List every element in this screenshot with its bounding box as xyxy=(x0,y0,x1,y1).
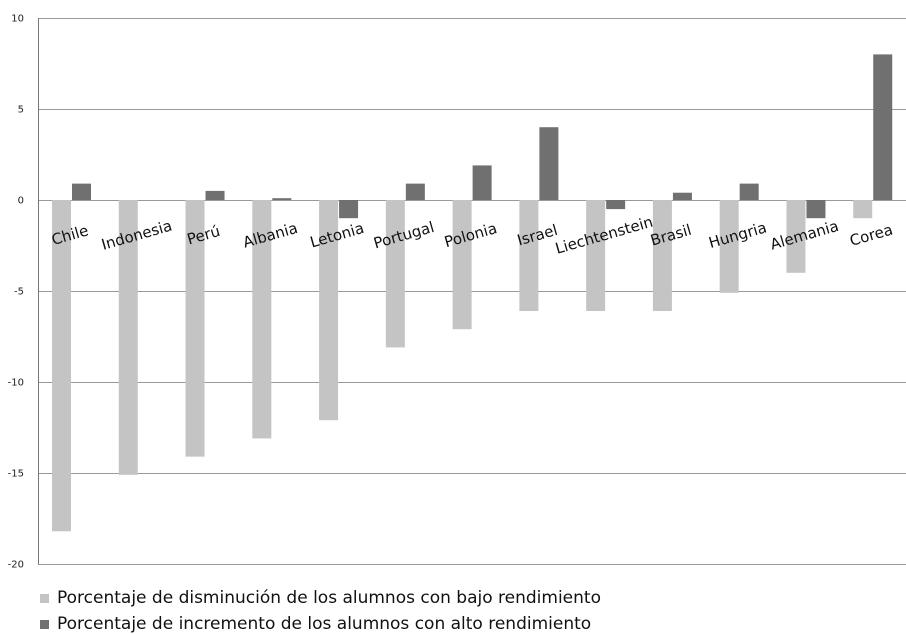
legend-label-low: Porcentaje de disminución de los alumnos… xyxy=(57,588,601,608)
bar-high-7 xyxy=(539,127,559,200)
bars xyxy=(52,54,893,532)
y-tick-label: 0 xyxy=(18,196,24,207)
bar-low-6 xyxy=(452,200,472,330)
bar-low-2 xyxy=(185,200,205,457)
legend-item-low-performance: Porcentaje de disminución de los alumnos… xyxy=(40,588,601,608)
y-tick-label: -20 xyxy=(8,560,24,571)
bar-low-8 xyxy=(586,200,606,312)
bar-low-0 xyxy=(52,200,71,532)
bar-high-4 xyxy=(339,200,359,219)
bar-high-11 xyxy=(806,200,826,219)
category-label: Corea xyxy=(848,220,895,249)
bar-high-12 xyxy=(873,54,893,201)
bar-high-10 xyxy=(739,183,759,200)
bar-low-11 xyxy=(786,200,806,273)
bar-low-7 xyxy=(519,200,539,312)
legend-swatch-high xyxy=(40,619,49,629)
bar-low-3 xyxy=(252,200,272,439)
bar-low-12 xyxy=(853,200,873,219)
bar-high-8 xyxy=(606,200,626,210)
bar-high-0 xyxy=(72,183,91,200)
bar-low-1 xyxy=(118,200,138,475)
category-labels: Chile Indonesia Perú Albania Letonia Portugal… xyxy=(49,213,894,258)
bar-low-4 xyxy=(319,200,339,421)
y-tick-label: -5 xyxy=(14,287,24,298)
y-axis-ticks: 10 5 0 -5 -10 -15 -20 xyxy=(8,14,24,571)
bar-high-3 xyxy=(272,198,292,200)
bar-low-5 xyxy=(385,200,405,348)
bar-high-2 xyxy=(205,190,225,200)
gridlines xyxy=(38,18,906,565)
legend-item-high-performance: Porcentaje de incremento de los alumnos … xyxy=(40,614,591,634)
y-tick-label: -15 xyxy=(8,469,24,480)
bar-high-5 xyxy=(405,183,425,200)
y-tick-label: 5 xyxy=(18,105,24,116)
bar-high-9 xyxy=(672,192,692,200)
y-tick-label: -10 xyxy=(8,378,24,389)
legend-swatch-low xyxy=(40,593,49,603)
bar-low-10 xyxy=(719,200,739,293)
legend-label-high: Porcentaje de incremento de los alumnos … xyxy=(57,614,592,634)
y-tick-label: 10 xyxy=(11,14,24,25)
bar-low-9 xyxy=(652,200,672,312)
bar-high-6 xyxy=(472,165,492,200)
